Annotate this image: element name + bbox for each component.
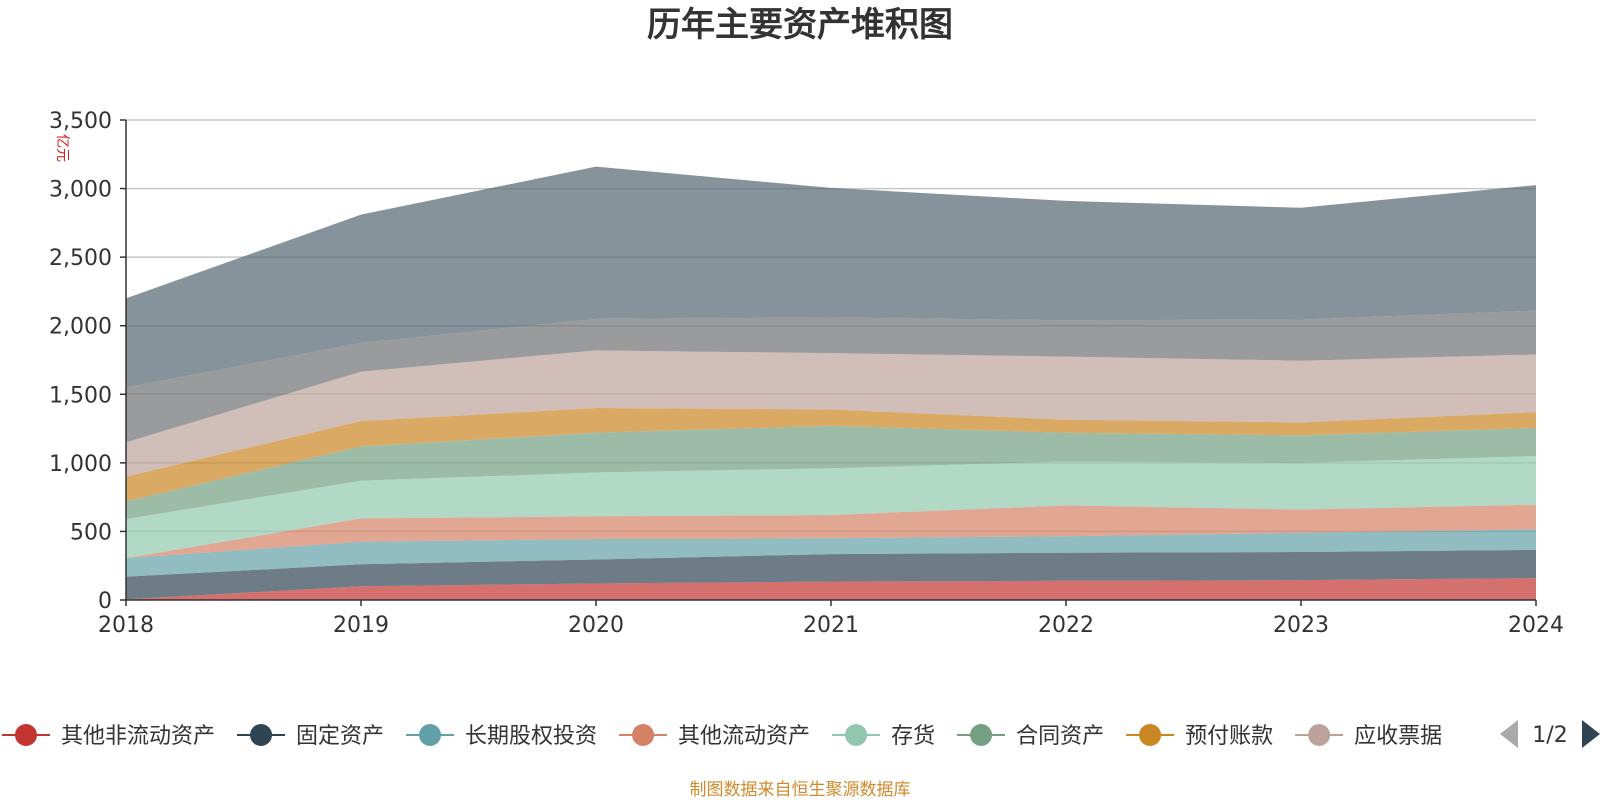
x-tick-label: 2020 bbox=[568, 613, 624, 638]
legend-item-预付账款[interactable]: 预付账款 bbox=[1126, 724, 1273, 749]
legend-label: 存货 bbox=[891, 724, 935, 749]
legend-item-固定资产[interactable]: 固定资产 bbox=[237, 724, 384, 749]
area-series-其他非流动资产 bbox=[126, 578, 1536, 600]
legend-pager: 1/2 bbox=[1500, 720, 1600, 748]
legend-label: 长期股权投资 bbox=[465, 724, 597, 749]
legend-next-page-icon[interactable] bbox=[1582, 720, 1600, 748]
chart-title: 历年主要资产堆积图 bbox=[647, 5, 953, 45]
area-series-长期股权投资 bbox=[126, 529, 1536, 577]
legend-marker-icon bbox=[970, 724, 993, 746]
area-series-预付账款 bbox=[126, 408, 1536, 502]
legend-marker-icon bbox=[15, 724, 37, 746]
legend-label: 预付账款 bbox=[1185, 724, 1273, 749]
legend-item-存货[interactable]: 存货 bbox=[832, 724, 935, 749]
y-tick-label: 3,500 bbox=[49, 109, 112, 134]
area-series-货币资金 bbox=[126, 166, 1536, 388]
y-tick-label: 1,000 bbox=[49, 452, 112, 477]
area-series-应收账款 bbox=[126, 310, 1536, 443]
area-series-其他流动资产 bbox=[126, 504, 1536, 559]
area-series-存货 bbox=[126, 456, 1536, 559]
legend-item-其他流动资产[interactable]: 其他流动资产 bbox=[619, 724, 810, 749]
y-tick-labels: 0 500 1,000 1,500 2,000 2,500 3,000 3,500 bbox=[49, 109, 112, 614]
legend-item-应收票据[interactable]: 应收票据 bbox=[1295, 724, 1442, 749]
legend-page-indicator: 1/2 bbox=[1532, 723, 1567, 748]
y-tick-label: 2,500 bbox=[49, 246, 112, 271]
legend-marker-icon bbox=[250, 724, 273, 746]
plot-areas bbox=[126, 166, 1536, 600]
legend-marker-icon bbox=[632, 724, 655, 746]
legend-label: 固定资产 bbox=[296, 724, 384, 749]
legend-marker-icon bbox=[419, 724, 442, 746]
legend-label: 应收票据 bbox=[1354, 724, 1442, 749]
legend-marker-icon bbox=[845, 724, 868, 746]
x-tick-label: 2018 bbox=[98, 613, 154, 638]
legend-prev-page-icon[interactable] bbox=[1500, 720, 1518, 748]
legend[interactable]: 其他非流动资产 固定资产 长期股权投资 其他流动资产 存货 合同资产 预付账款 应收票据 bbox=[2, 724, 1442, 749]
area-series-应收票据 bbox=[126, 350, 1536, 477]
x-tick-labels: 2018 2019 2020 2021 2022 2023 2024 bbox=[98, 600, 1564, 638]
x-tick-label: 2022 bbox=[1038, 613, 1094, 638]
area-series-固定资产 bbox=[126, 549, 1536, 600]
y-tick-label: 1,500 bbox=[49, 383, 112, 408]
y-unit-label: 亿元 bbox=[54, 134, 70, 162]
x-tick-label: 2021 bbox=[803, 613, 859, 638]
legend-label: 其他流动资产 bbox=[678, 724, 810, 749]
legend-label: 其他非流动资产 bbox=[61, 724, 215, 749]
x-tick-label: 2019 bbox=[333, 613, 389, 638]
y-tick-label: 0 bbox=[98, 589, 112, 614]
x-tick-label: 2023 bbox=[1273, 613, 1329, 638]
area-series-合同资产 bbox=[126, 425, 1536, 520]
data-source-note: 制图数据来自恒生聚源数据库 bbox=[690, 780, 911, 800]
legend-item-其他非流动资产[interactable]: 其他非流动资产 bbox=[2, 724, 215, 749]
legend-label: 合同资产 bbox=[1016, 724, 1104, 749]
legend-item-长期股权投资[interactable]: 长期股权投资 bbox=[406, 724, 597, 749]
y-tick-label: 2,000 bbox=[49, 315, 112, 340]
y-tick-label: 3,000 bbox=[49, 178, 112, 203]
y-tick-label: 500 bbox=[70, 520, 112, 545]
legend-item-合同资产[interactable]: 合同资产 bbox=[957, 724, 1104, 749]
legend-marker-icon bbox=[1139, 724, 1162, 746]
legend-marker-icon bbox=[1308, 724, 1331, 746]
x-tick-label: 2024 bbox=[1508, 613, 1564, 638]
